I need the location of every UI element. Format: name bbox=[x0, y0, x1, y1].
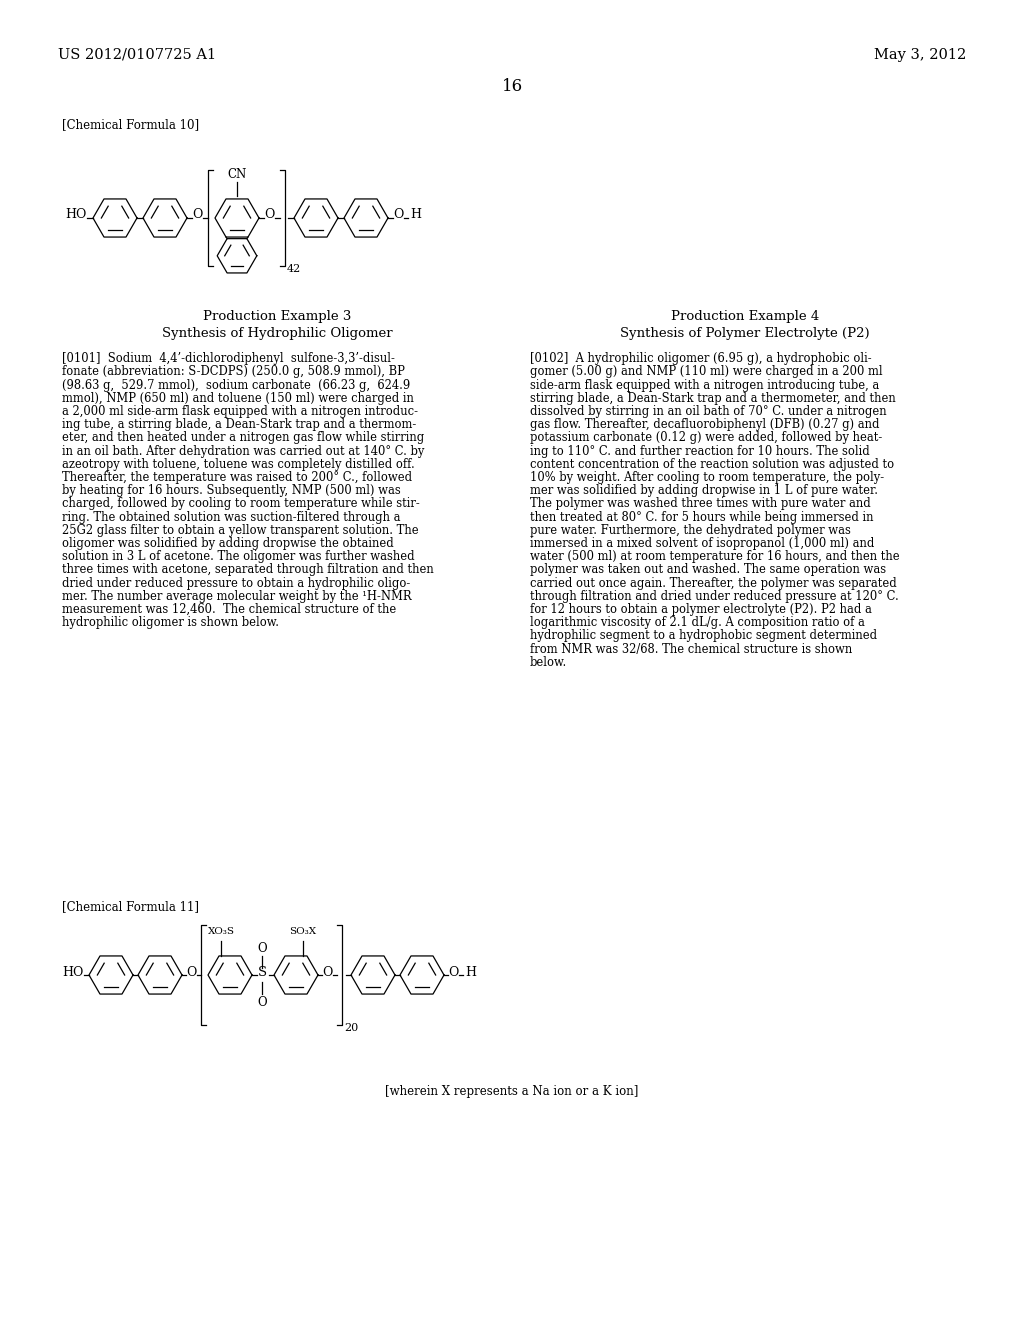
Text: fonate (abbreviation: S-DCDPS) (250.0 g, 508.9 mmol), BP: fonate (abbreviation: S-DCDPS) (250.0 g,… bbox=[62, 366, 404, 379]
Text: through filtration and dried under reduced pressure at 120° C.: through filtration and dried under reduc… bbox=[530, 590, 899, 603]
Text: gas flow. Thereafter, decafluorobiphenyl (DFB) (0.27 g) and: gas flow. Thereafter, decafluorobiphenyl… bbox=[530, 418, 880, 432]
Text: SO₃X: SO₃X bbox=[289, 928, 316, 936]
Text: carried out once again. Thereafter, the polymer was separated: carried out once again. Thereafter, the … bbox=[530, 577, 897, 590]
Text: immersed in a mixed solvent of isopropanol (1,000 ml) and: immersed in a mixed solvent of isopropan… bbox=[530, 537, 874, 550]
Text: three times with acetone, separated through filtration and then: three times with acetone, separated thro… bbox=[62, 564, 434, 577]
Text: from NMR was 32/68. The chemical structure is shown: from NMR was 32/68. The chemical structu… bbox=[530, 643, 852, 656]
Text: ing to 110° C. and further reaction for 10 hours. The solid: ing to 110° C. and further reaction for … bbox=[530, 445, 869, 458]
Text: May 3, 2012: May 3, 2012 bbox=[873, 48, 966, 62]
Text: gomer (5.00 g) and NMP (110 ml) were charged in a 200 ml: gomer (5.00 g) and NMP (110 ml) were cha… bbox=[530, 366, 883, 379]
Text: dissolved by stirring in an oil bath of 70° C. under a nitrogen: dissolved by stirring in an oil bath of … bbox=[530, 405, 887, 418]
Text: potassium carbonate (0.12 g) were added, followed by heat-: potassium carbonate (0.12 g) were added,… bbox=[530, 432, 883, 445]
Text: 16: 16 bbox=[502, 78, 522, 95]
Text: solution in 3 L of acetone. The oligomer was further washed: solution in 3 L of acetone. The oligomer… bbox=[62, 550, 415, 564]
Text: ing tube, a stirring blade, a Dean-Stark trap and a thermom-: ing tube, a stirring blade, a Dean-Stark… bbox=[62, 418, 416, 432]
Text: by heating for 16 hours. Subsequently, NMP (500 ml) was: by heating for 16 hours. Subsequently, N… bbox=[62, 484, 400, 498]
Text: [wherein X represents a Na ion or a K ion]: [wherein X represents a Na ion or a K io… bbox=[385, 1085, 639, 1098]
Text: O: O bbox=[191, 209, 202, 222]
Text: O: O bbox=[264, 209, 274, 222]
Text: H: H bbox=[410, 209, 421, 222]
Text: eter, and then heated under a nitrogen gas flow while stirring: eter, and then heated under a nitrogen g… bbox=[62, 432, 424, 445]
Text: for 12 hours to obtain a polymer electrolyte (P2). P2 had a: for 12 hours to obtain a polymer electro… bbox=[530, 603, 871, 616]
Text: [0101]  Sodium  4,4’-dichlorodiphenyl  sulfone-3,3’-disul-: [0101] Sodium 4,4’-dichlorodiphenyl sulf… bbox=[62, 352, 395, 366]
Text: Thereafter, the temperature was raised to 200° C., followed: Thereafter, the temperature was raised t… bbox=[62, 471, 412, 484]
Text: [Chemical Formula 11]: [Chemical Formula 11] bbox=[62, 900, 199, 913]
Text: 42: 42 bbox=[287, 264, 301, 275]
Text: pure water. Furthermore, the dehydrated polymer was: pure water. Furthermore, the dehydrated … bbox=[530, 524, 851, 537]
Text: a 2,000 ml side-arm flask equipped with a nitrogen introduc-: a 2,000 ml side-arm flask equipped with … bbox=[62, 405, 418, 418]
Text: Production Example 3: Production Example 3 bbox=[203, 310, 351, 323]
Text: stirring blade, a Dean-Stark trap and a thermometer, and then: stirring blade, a Dean-Stark trap and a … bbox=[530, 392, 896, 405]
Text: side-arm flask equipped with a nitrogen introducing tube, a: side-arm flask equipped with a nitrogen … bbox=[530, 379, 880, 392]
Text: [0102]  A hydrophilic oligomer (6.95 g), a hydrophobic oli-: [0102] A hydrophilic oligomer (6.95 g), … bbox=[530, 352, 871, 366]
Text: then treated at 80° C. for 5 hours while being immersed in: then treated at 80° C. for 5 hours while… bbox=[530, 511, 873, 524]
Text: XO₃S: XO₃S bbox=[208, 928, 234, 936]
Text: hydrophilic oligomer is shown below.: hydrophilic oligomer is shown below. bbox=[62, 616, 279, 630]
Text: water (500 ml) at room temperature for 16 hours, and then the: water (500 ml) at room temperature for 1… bbox=[530, 550, 900, 564]
Text: dried under reduced pressure to obtain a hydrophilic oligo-: dried under reduced pressure to obtain a… bbox=[62, 577, 411, 590]
Text: O: O bbox=[257, 997, 267, 1010]
Text: logarithmic viscosity of 2.1 dL/g. A composition ratio of a: logarithmic viscosity of 2.1 dL/g. A com… bbox=[530, 616, 865, 630]
Text: mer was solidified by adding dropwise in 1 L of pure water.: mer was solidified by adding dropwise in… bbox=[530, 484, 878, 498]
Text: in an oil bath. After dehydration was carried out at 140° C. by: in an oil bath. After dehydration was ca… bbox=[62, 445, 424, 458]
Text: measurement was 12,460.  The chemical structure of the: measurement was 12,460. The chemical str… bbox=[62, 603, 396, 616]
Text: H: H bbox=[465, 965, 476, 978]
Text: content concentration of the reaction solution was adjusted to: content concentration of the reaction so… bbox=[530, 458, 894, 471]
Text: polymer was taken out and washed. The same operation was: polymer was taken out and washed. The sa… bbox=[530, 564, 886, 577]
Text: below.: below. bbox=[530, 656, 567, 669]
Text: O: O bbox=[393, 209, 403, 222]
Text: mer. The number average molecular weight by the ¹H-NMR: mer. The number average molecular weight… bbox=[62, 590, 412, 603]
Text: ring. The obtained solution was suction-filtered through a: ring. The obtained solution was suction-… bbox=[62, 511, 400, 524]
Text: mmol), NMP (650 ml) and toluene (150 ml) were charged in: mmol), NMP (650 ml) and toluene (150 ml)… bbox=[62, 392, 414, 405]
Text: oligomer was solidified by adding dropwise the obtained: oligomer was solidified by adding dropwi… bbox=[62, 537, 394, 550]
Text: The polymer was washed three times with pure water and: The polymer was washed three times with … bbox=[530, 498, 870, 511]
Text: HO: HO bbox=[65, 209, 86, 222]
Text: (98.63 g,  529.7 mmol),  sodium carbonate  (66.23 g,  624.9: (98.63 g, 529.7 mmol), sodium carbonate … bbox=[62, 379, 411, 392]
Text: 20: 20 bbox=[344, 1023, 358, 1034]
Text: charged, followed by cooling to room temperature while stir-: charged, followed by cooling to room tem… bbox=[62, 498, 420, 511]
Text: O: O bbox=[447, 965, 458, 978]
Text: hydrophilic segment to a hydrophobic segment determined: hydrophilic segment to a hydrophobic seg… bbox=[530, 630, 878, 643]
Text: 25G2 glass filter to obtain a yellow transparent solution. The: 25G2 glass filter to obtain a yellow tra… bbox=[62, 524, 419, 537]
Text: O: O bbox=[185, 965, 197, 978]
Text: S: S bbox=[257, 965, 266, 978]
Text: US 2012/0107725 A1: US 2012/0107725 A1 bbox=[58, 48, 216, 62]
Text: 10% by weight. After cooling to room temperature, the poly-: 10% by weight. After cooling to room tem… bbox=[530, 471, 884, 484]
Text: Synthesis of Polymer Electrolyte (P2): Synthesis of Polymer Electrolyte (P2) bbox=[621, 327, 869, 341]
Text: HO: HO bbox=[62, 965, 83, 978]
Text: CN: CN bbox=[227, 168, 247, 181]
Text: Production Example 4: Production Example 4 bbox=[671, 310, 819, 323]
Text: Synthesis of Hydrophilic Oligomer: Synthesis of Hydrophilic Oligomer bbox=[162, 327, 392, 341]
Text: [Chemical Formula 10]: [Chemical Formula 10] bbox=[62, 117, 199, 131]
Text: O: O bbox=[322, 965, 332, 978]
Text: azeotropy with toluene, toluene was completely distilled off.: azeotropy with toluene, toluene was comp… bbox=[62, 458, 415, 471]
Text: O: O bbox=[257, 941, 267, 954]
